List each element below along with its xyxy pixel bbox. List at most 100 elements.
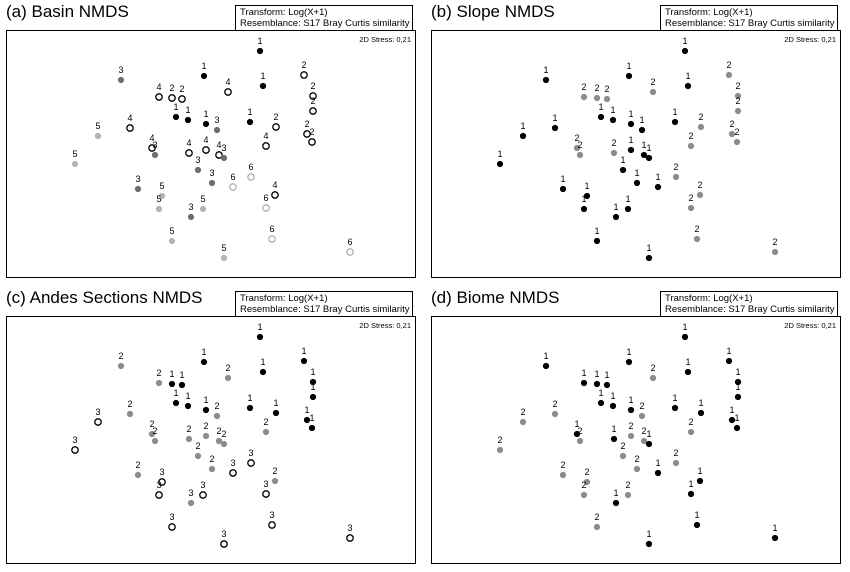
sample-point — [220, 440, 228, 448]
sample-point — [687, 428, 695, 436]
sample-point — [187, 499, 195, 507]
sample-point — [213, 412, 221, 420]
point-label: 2 — [625, 480, 630, 490]
sample-point — [117, 76, 125, 84]
sample-point — [309, 92, 317, 100]
point-label: 1 — [610, 391, 615, 401]
sample-point — [303, 416, 311, 424]
sample-point — [172, 399, 180, 407]
sample-point — [271, 191, 279, 199]
resemblance-label: Resemblance: S17 Bray Curtis similarity — [240, 304, 410, 315]
point-label: 2 — [698, 112, 703, 122]
point-label: 1 — [694, 510, 699, 520]
sample-point — [580, 379, 588, 387]
sample-point — [134, 185, 142, 193]
sample-point — [208, 465, 216, 473]
point-label: 3 — [188, 202, 193, 212]
sample-point — [733, 424, 741, 432]
point-label: 1 — [735, 382, 740, 392]
point-label: 1 — [260, 71, 265, 81]
resemblance-label: Resemblance: S17 Bray Curtis similarity — [665, 304, 835, 315]
sample-point — [551, 410, 559, 418]
sample-point — [693, 521, 701, 529]
point-label: 5 — [156, 194, 161, 204]
sample-point — [640, 151, 648, 159]
sample-point — [672, 459, 680, 467]
sample-point — [346, 248, 354, 256]
point-label: 2 — [214, 401, 219, 411]
point-label: 2 — [135, 460, 140, 470]
sample-point — [268, 521, 276, 529]
sample-point — [627, 432, 635, 440]
point-label: 4 — [203, 135, 208, 145]
point-label: 1 — [613, 202, 618, 212]
point-label: 1 — [598, 102, 603, 112]
point-label: 2 — [735, 96, 740, 106]
sample-point — [184, 116, 192, 124]
point-label: 2 — [272, 466, 277, 476]
sample-point — [229, 183, 237, 191]
sample-point — [728, 130, 736, 138]
point-label: 1 — [628, 395, 633, 405]
transform-info-box: Transform: Log(X+1) Resemblance: S17 Bra… — [235, 291, 414, 317]
sample-point — [624, 205, 632, 213]
point-label: 1 — [610, 105, 615, 115]
point-label: 1 — [682, 36, 687, 46]
sample-point — [593, 237, 601, 245]
point-label: 3 — [263, 479, 268, 489]
point-label: 2 — [273, 112, 278, 122]
point-label: 1 — [201, 61, 206, 71]
point-label: 2 — [735, 81, 740, 91]
point-label: 2 — [577, 426, 582, 436]
sample-point — [346, 534, 354, 542]
point-label: 4 — [149, 133, 154, 143]
sample-point — [247, 459, 255, 467]
sample-point — [194, 166, 202, 174]
point-label: 2 — [634, 454, 639, 464]
sample-point — [155, 379, 163, 387]
sample-point — [200, 358, 208, 366]
sample-point — [624, 491, 632, 499]
sample-point — [593, 380, 601, 388]
point-label: 1 — [698, 398, 703, 408]
sample-point — [654, 469, 662, 477]
sample-point — [684, 82, 692, 90]
point-label: 2 — [650, 77, 655, 87]
point-label: 1 — [685, 357, 690, 367]
point-label: 1 — [772, 523, 777, 533]
transform-label: Transform: Log(X+1) — [240, 293, 328, 304]
point-label: 1 — [729, 405, 734, 415]
sample-point — [696, 191, 704, 199]
point-label: 1 — [185, 105, 190, 115]
sample-point — [725, 71, 733, 79]
sample-point — [551, 124, 559, 132]
point-label: 1 — [552, 113, 557, 123]
point-label: 1 — [203, 395, 208, 405]
point-label: 1 — [247, 107, 252, 117]
point-label: 3 — [188, 488, 193, 498]
sample-point — [148, 144, 156, 152]
point-label: 4 — [127, 113, 132, 123]
point-label: 2 — [574, 133, 579, 143]
sample-point — [168, 237, 176, 245]
sample-point — [612, 499, 620, 507]
point-label: 5 — [159, 181, 164, 191]
point-label: 2 — [688, 417, 693, 427]
point-label: 1 — [560, 174, 565, 184]
point-label: 1 — [626, 61, 631, 71]
sample-point — [542, 76, 550, 84]
sample-point — [126, 124, 134, 132]
sample-point — [272, 409, 280, 417]
point-label: 2 — [179, 84, 184, 94]
point-label: 2 — [673, 162, 678, 172]
sample-point — [178, 95, 186, 103]
sample-point — [220, 154, 228, 162]
sample-point — [185, 435, 193, 443]
point-label: 1 — [646, 143, 651, 153]
point-label: 1 — [604, 370, 609, 380]
point-label: 3 — [269, 510, 274, 520]
point-label: 1 — [655, 172, 660, 182]
sample-point — [654, 183, 662, 191]
point-label: 2 — [581, 82, 586, 92]
